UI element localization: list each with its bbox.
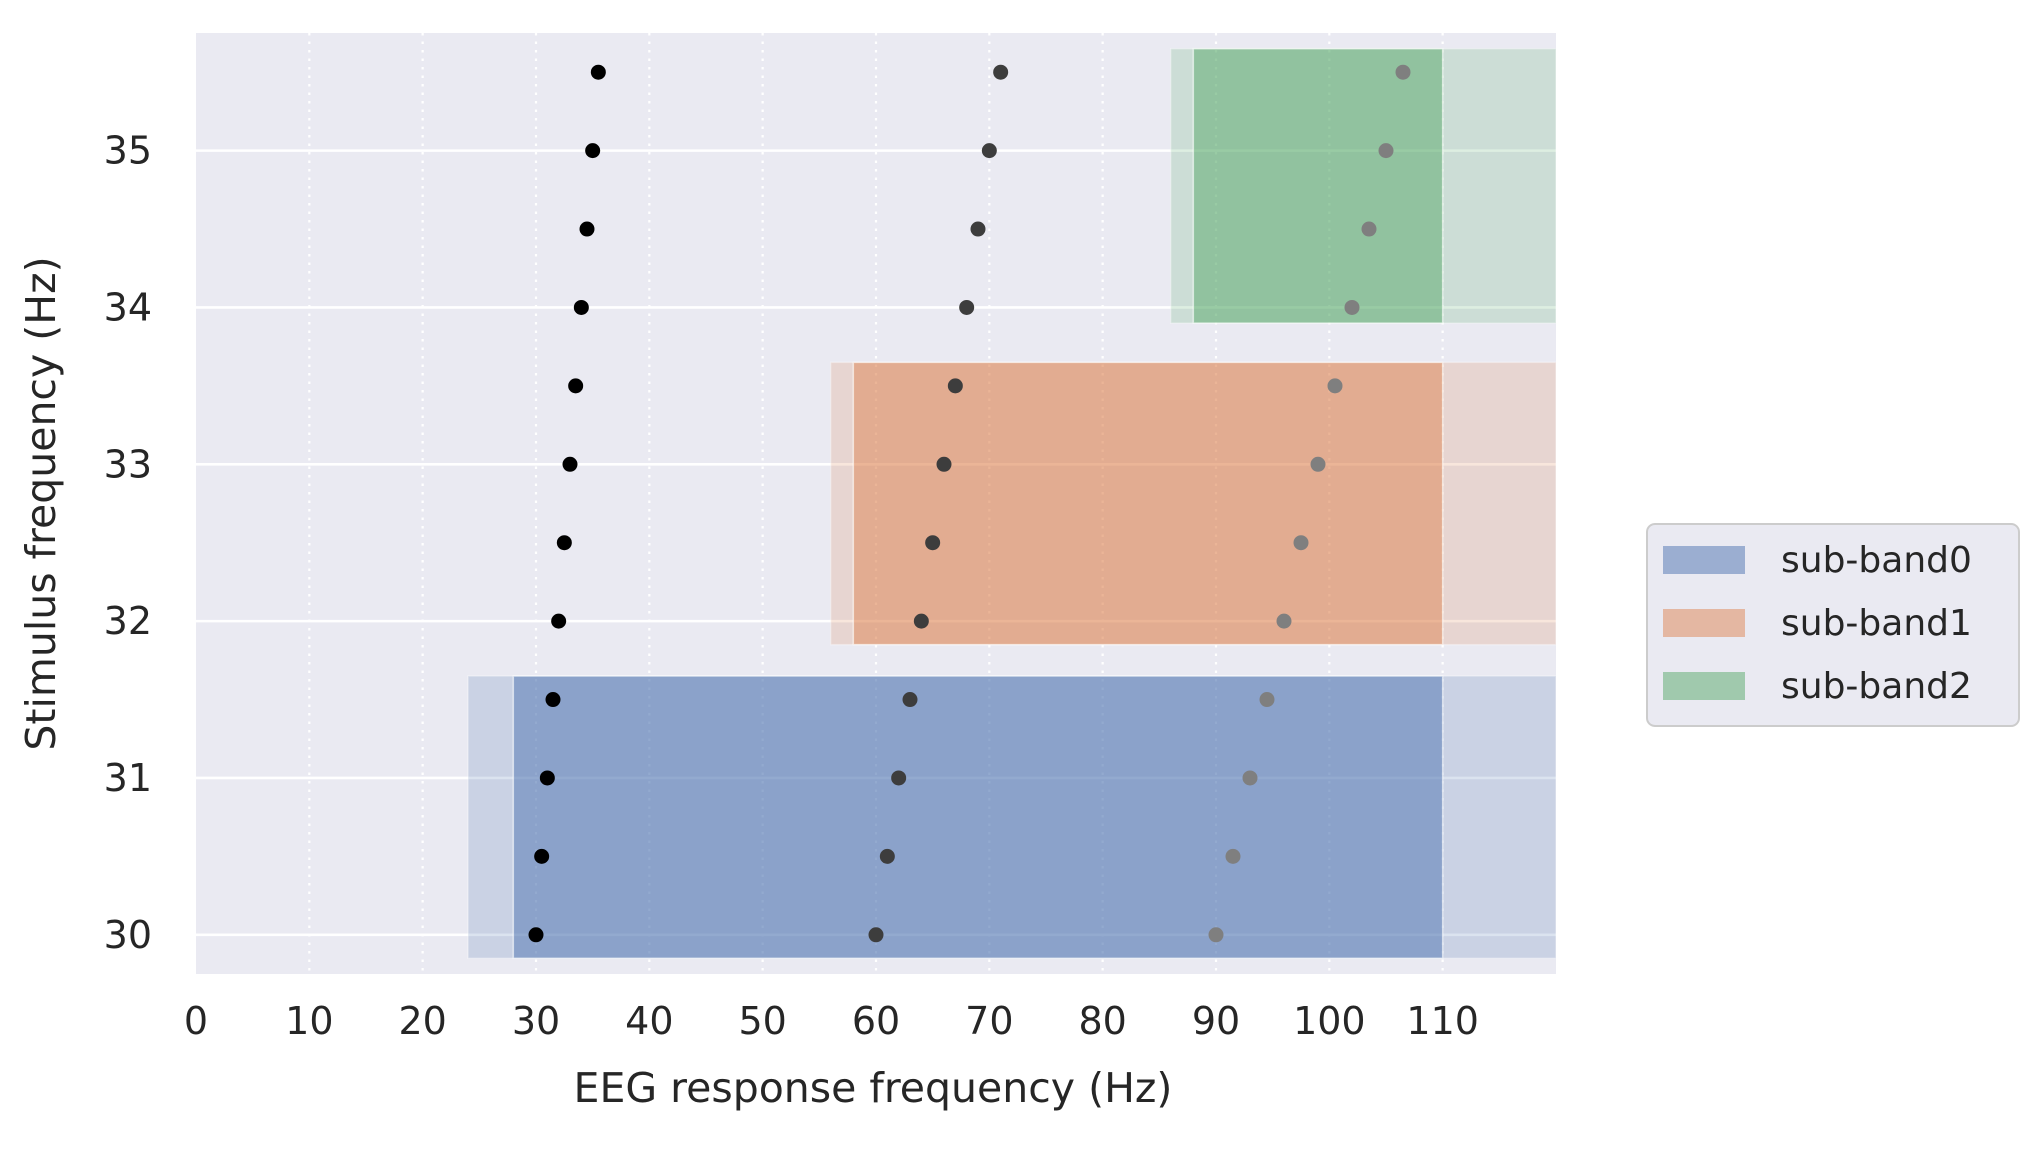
legend-swatch-sub-band0 [1663,546,1745,574]
harmonic-2-point [936,456,952,472]
harmonic-1-point [534,848,550,864]
harmonic-3-point [1327,378,1343,394]
legend-label-sub-band1: sub-band1 [1781,603,1972,644]
harmonic-3-point [1208,927,1224,943]
harmonic-2-point [981,143,997,159]
harmonic-3-point [1344,299,1360,315]
harmonic-3-point [1378,143,1394,159]
x-tick-label: 80 [1078,999,1126,1043]
legend-swatch-sub-band2 [1663,672,1745,700]
harmonic-3-point [1395,64,1411,80]
harmonic-2-point [947,378,963,394]
y-tick-label: 30 [104,913,152,957]
harmonic-1-point [551,613,567,629]
x-tick-label: 100 [1293,999,1366,1043]
harmonic-2-point [868,927,884,943]
harmonic-1-point [585,143,601,159]
y-tick-label: 33 [104,442,152,486]
x-tick-label: 50 [738,999,786,1043]
harmonic-3-point [1310,456,1326,472]
harmonic-2-point [959,299,975,315]
y-tick-label: 32 [104,599,152,643]
sub-band2-pass-band [1192,47,1444,324]
harmonic-3-point [1225,848,1241,864]
harmonic-1-point [545,692,561,708]
x-tick-label: 40 [625,999,673,1043]
x-tick-label: 0 [184,999,208,1043]
harmonic-2-point [993,64,1009,80]
sub-band0-pass-band [512,675,1444,960]
sub-band-regions [467,47,1557,960]
harmonic-2-point [913,613,929,629]
y-tick-label: 35 [104,129,152,173]
harmonic-2-point [925,535,941,551]
harmonic-1-point [568,378,584,394]
legend-label-sub-band0: sub-band0 [1781,540,1972,581]
legend-swatch-sub-band1 [1663,609,1745,637]
harmonic-1-point [539,770,555,786]
harmonic-2-point [879,848,895,864]
harmonic-1-point [562,456,578,472]
x-tick-label: 110 [1406,999,1479,1043]
sub-band1-pass-band [852,361,1444,646]
harmonic-1-point [590,64,606,80]
x-tick-label: 30 [512,999,560,1043]
harmonic-3-point [1276,613,1292,629]
y-tick-labels: 30 31 32 33 34 35 [104,129,152,957]
x-tick-label: 70 [965,999,1013,1043]
harmonic-1-point [556,535,572,551]
legend: sub-band0 sub-band1 sub-band2 [1646,523,2020,727]
harmonic-2-point [902,692,918,708]
harmonic-3-point [1293,535,1309,551]
legend-label-sub-band2: sub-band2 [1781,666,1972,707]
x-tick-labels: 0 10 20 30 40 50 60 70 80 90 100 110 [184,999,1479,1043]
x-tick-label: 60 [852,999,900,1043]
harmonic-3-point [1242,770,1258,786]
harmonic-1-point [573,299,589,315]
x-axis-title: EEG response frequency (Hz) [574,1064,1173,1112]
y-tick-label: 34 [104,285,152,329]
harmonic-1-point [528,927,544,943]
harmonic-points [528,64,1411,943]
harmonic-3-point [1361,221,1377,237]
x-tick-label: 10 [285,999,333,1043]
y-axis-title: Stimulus frequency (Hz) [17,256,65,750]
x-tick-label: 90 [1192,999,1240,1043]
harmonic-3-point [1259,692,1275,708]
harmonic-1-point [579,221,595,237]
x-tick-label: 20 [398,999,446,1043]
y-tick-label: 31 [104,756,152,800]
harmonic-2-point [970,221,986,237]
harmonic-2-point [891,770,907,786]
